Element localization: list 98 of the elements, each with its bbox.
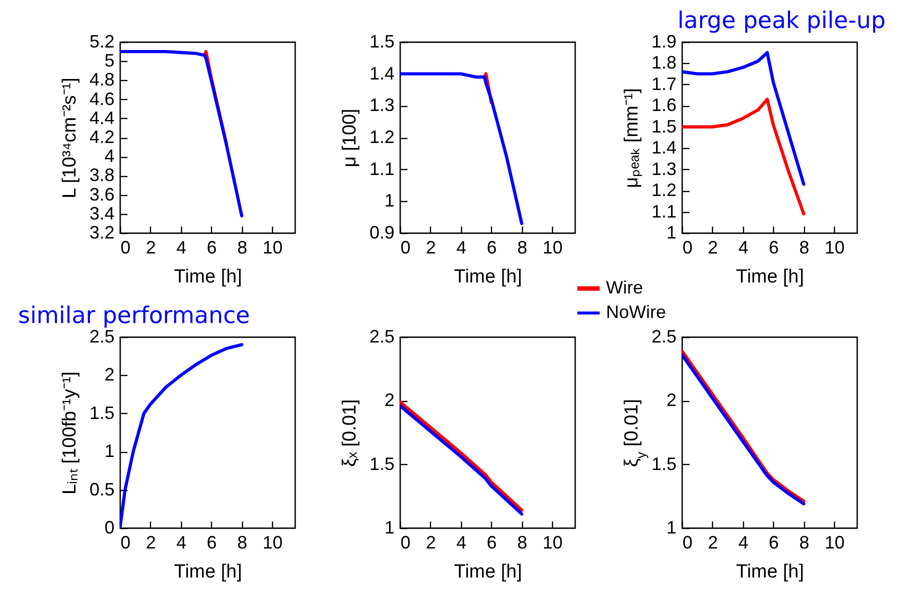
x-tick-label: 6 bbox=[486, 238, 497, 258]
y-tick-label: 1.5 bbox=[369, 32, 394, 52]
x-tick-label: 8 bbox=[237, 238, 248, 258]
y-tick-label: 1 bbox=[384, 190, 394, 211]
x-tick-label: 8 bbox=[237, 532, 248, 552]
x-tick-label: 10 bbox=[262, 532, 283, 552]
x-tick-label: 4 bbox=[738, 532, 748, 552]
y-tick-label: 5 bbox=[104, 50, 114, 71]
y-tick-label: 3.6 bbox=[89, 184, 114, 204]
x-axis-title: Time [h] bbox=[736, 562, 804, 582]
x-tick-label: 6 bbox=[768, 532, 779, 552]
x-tick-label: 0 bbox=[400, 532, 411, 552]
x-tick-label: 0 bbox=[120, 238, 131, 258]
y-tick-label: 0 bbox=[104, 518, 114, 538]
x-axis-title: Time [h] bbox=[454, 562, 522, 582]
x-tick-label: 2 bbox=[708, 532, 718, 552]
y-tick-label: 1.3 bbox=[651, 158, 676, 179]
y-tick-label: 1 bbox=[666, 222, 676, 242]
y-axis-title: ξₓ [0.01] bbox=[339, 399, 360, 467]
y-tick-label: 1.5 bbox=[89, 402, 114, 423]
y-tick-label: 2 bbox=[384, 390, 394, 410]
y-tick-label: 4.8 bbox=[89, 70, 114, 90]
y-tick-label: 4.4 bbox=[89, 108, 114, 128]
y-tick-label: 1 bbox=[384, 518, 394, 538]
x-tick-label: 6 bbox=[206, 532, 217, 552]
x-tick-label: 0 bbox=[400, 238, 411, 258]
legend-label: Wire bbox=[606, 278, 643, 298]
x-tick-label: 2 bbox=[146, 532, 156, 552]
x-tick-label: 4 bbox=[176, 532, 186, 552]
y-tick-label: 2 bbox=[104, 364, 114, 385]
y-axis-title: Lᵢₙₜ [100fb⁻¹y⁻¹] bbox=[59, 371, 80, 495]
x-tick-label: 6 bbox=[486, 532, 497, 552]
y-tick-label: 1.9 bbox=[651, 32, 676, 52]
y-tick-label: 1.8 bbox=[651, 52, 676, 73]
y-tick-label: 0.9 bbox=[369, 222, 394, 242]
line-series bbox=[400, 72, 524, 226]
y-tick-label: 1.5 bbox=[651, 454, 676, 474]
x-tick-label: 4 bbox=[456, 238, 466, 258]
text: large peak pile-up bbox=[677, 8, 886, 34]
x-tick-label: 0 bbox=[682, 532, 693, 552]
x-tick-label: 10 bbox=[824, 238, 845, 258]
y-tick-label: 1.3 bbox=[369, 95, 394, 116]
text: similar performance bbox=[18, 303, 250, 329]
x-tick-label: 10 bbox=[824, 532, 845, 552]
x-axis-title: Time [h] bbox=[454, 266, 522, 288]
y-tick-label: 2.5 bbox=[651, 326, 676, 346]
y-tick-label: 1.4 bbox=[651, 138, 676, 158]
x-tick-label: 0 bbox=[120, 532, 131, 552]
x-tick-label: 8 bbox=[517, 532, 528, 552]
x-axis-title: Time [h] bbox=[174, 562, 242, 582]
x-tick-label: 8 bbox=[517, 238, 528, 258]
line-series bbox=[120, 50, 244, 218]
x-tick-label: 4 bbox=[738, 238, 748, 258]
x-tick-label: 6 bbox=[206, 238, 217, 258]
y-tick-label: 1.2 bbox=[369, 127, 394, 147]
y-tick-label: 1 bbox=[104, 441, 114, 462]
y-tick-label: 1 bbox=[666, 518, 676, 538]
y-tick-label: 3.4 bbox=[89, 203, 114, 224]
x-axis-title: Time [h] bbox=[174, 266, 242, 288]
x-tick-label: 2 bbox=[426, 238, 436, 258]
line-series bbox=[120, 343, 244, 528]
x-tick-label: 2 bbox=[146, 238, 156, 258]
y-tick-label: 2.5 bbox=[369, 326, 394, 346]
y-tick-label: 1.6 bbox=[651, 95, 676, 116]
legend-label: NoWire bbox=[606, 302, 666, 322]
x-tick-label: 4 bbox=[176, 238, 186, 258]
x-tick-label: 2 bbox=[708, 238, 718, 258]
x-tick-label: 2 bbox=[426, 532, 436, 552]
y-axis-title: μ [100] bbox=[339, 108, 360, 168]
line-series bbox=[682, 51, 806, 186]
y-tick-label: 0.5 bbox=[89, 479, 114, 500]
y-tick-label: 1.4 bbox=[369, 63, 394, 84]
y-axis-title: μₚₑₐₖ [mm⁻¹] bbox=[621, 88, 642, 188]
y-tick-label: 2.5 bbox=[89, 326, 114, 346]
y-tick-label: 1.2 bbox=[651, 180, 676, 200]
x-tick-label: 0 bbox=[682, 238, 693, 258]
x-axis-title: Time [h] bbox=[736, 266, 804, 288]
x-tick-label: 6 bbox=[768, 238, 779, 258]
x-tick-label: 10 bbox=[542, 532, 563, 552]
y-tick-label: 4 bbox=[104, 146, 114, 166]
x-tick-label: 8 bbox=[799, 532, 810, 552]
y-tick-label: 4.2 bbox=[89, 127, 114, 147]
x-tick-label: 4 bbox=[456, 532, 466, 552]
y-tick-label: 1.7 bbox=[651, 74, 676, 94]
y-tick-label: 3.2 bbox=[89, 222, 114, 242]
y-tick-label: 5.2 bbox=[89, 32, 114, 52]
y-axis-title: L [10³⁴cm⁻²s⁻¹] bbox=[59, 78, 80, 198]
y-tick-label: 1.1 bbox=[651, 201, 676, 222]
y-tick-label: 1.5 bbox=[369, 454, 394, 474]
y-tick-label: 4.6 bbox=[89, 88, 114, 109]
y-tick-label: 1.5 bbox=[651, 116, 676, 136]
x-tick-label: 10 bbox=[542, 238, 563, 258]
x-tick-label: 10 bbox=[262, 238, 283, 258]
y-tick-label: 2 bbox=[666, 390, 676, 410]
line-series bbox=[682, 98, 806, 216]
y-tick-label: 3.8 bbox=[89, 165, 114, 186]
x-tick-label: 8 bbox=[799, 238, 810, 258]
y-tick-label: 1.1 bbox=[369, 158, 394, 179]
